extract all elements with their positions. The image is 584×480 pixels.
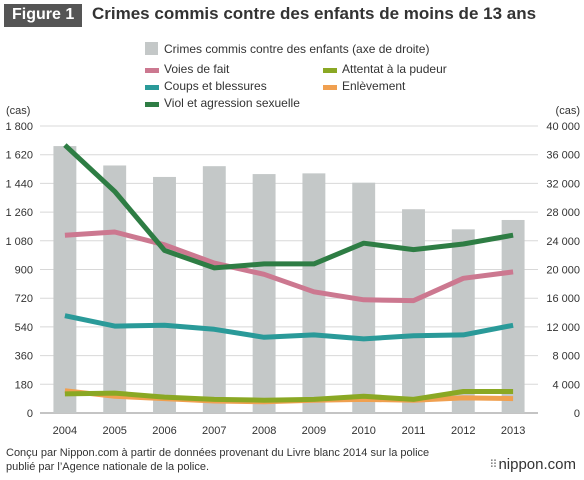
left-axis-label: (cas) bbox=[6, 105, 30, 117]
bar-crimes-2007 bbox=[202, 166, 226, 413]
legend-bar-label: Crimes commis contre des enfants (axe de… bbox=[164, 42, 429, 56]
brand-logo: ⠿ nippon.com bbox=[489, 456, 576, 473]
line-viol-et-agression-sexuelle bbox=[63, 143, 514, 271]
x-tick-label: 2008 bbox=[252, 425, 276, 437]
line-voies-de-fait bbox=[64, 229, 514, 304]
x-tick-label: 2004 bbox=[53, 425, 77, 437]
left-tick-label: 360 bbox=[15, 351, 33, 363]
bar-crimes-2011 bbox=[402, 209, 425, 413]
left-tick-label: 1 260 bbox=[5, 207, 33, 219]
left-tick-label: 1 800 bbox=[5, 121, 33, 133]
legend-label: Attentat à la pudeur bbox=[342, 62, 447, 76]
legend-bar-swatch bbox=[145, 42, 158, 55]
legend-label: Coups et blessures bbox=[164, 79, 267, 93]
brand-dots-icon: ⠿ bbox=[489, 459, 497, 471]
x-tick-label: 2011 bbox=[402, 425, 426, 437]
left-tick-label: 1 620 bbox=[5, 150, 33, 162]
line-coups-et-blessures bbox=[64, 313, 514, 342]
x-tick-label: 2012 bbox=[451, 425, 475, 437]
brand-name: nippon.com bbox=[498, 456, 576, 473]
x-tick-label: 2006 bbox=[152, 425, 176, 437]
legend-swatch bbox=[145, 85, 159, 90]
x-tick-label: 2005 bbox=[102, 425, 126, 437]
right-tick-label: 16 000 bbox=[546, 293, 580, 305]
chart-header: Figure 1 Crimes commis contre des enfant… bbox=[0, 0, 584, 32]
chart-title: Crimes commis contre des enfants de moin… bbox=[92, 4, 537, 23]
bar-crimes-2008 bbox=[252, 174, 276, 413]
x-tick-label: 2010 bbox=[351, 425, 375, 437]
legend-swatch bbox=[323, 68, 337, 73]
figure-badge: Figure 1 bbox=[4, 4, 83, 27]
left-tick-label: 540 bbox=[15, 322, 33, 334]
right-tick-label: 0 bbox=[574, 408, 580, 420]
legend-label: Viol et agression sexuelle bbox=[164, 96, 300, 110]
right-tick-label: 36 000 bbox=[546, 150, 580, 162]
left-tick-label: 1 440 bbox=[5, 178, 33, 190]
legend-label: Enlèvement bbox=[342, 79, 406, 93]
left-tick-label: 180 bbox=[15, 379, 33, 391]
right-tick-label: 32 000 bbox=[546, 178, 580, 190]
source-note: Conçu par Nippon.com à partir de données… bbox=[6, 447, 430, 473]
legend-swatch bbox=[145, 68, 159, 73]
right-tick-label: 28 000 bbox=[546, 207, 580, 219]
right-tick-label: 20 000 bbox=[546, 265, 580, 277]
x-tick-label: 2009 bbox=[302, 425, 326, 437]
left-tick-label: 1 080 bbox=[5, 236, 33, 248]
bar-crimes-2006 bbox=[153, 176, 176, 413]
legend-swatch bbox=[323, 85, 337, 90]
bar-crimes-2013 bbox=[501, 219, 525, 413]
right-tick-label: 40 000 bbox=[546, 121, 580, 133]
right-tick-label: 24 000 bbox=[546, 236, 580, 248]
bar-crimes-2004 bbox=[53, 146, 77, 413]
bar-crimes-2012 bbox=[451, 229, 475, 413]
line-attentat-la-pudeur bbox=[64, 389, 514, 403]
x-tick-label: 2013 bbox=[501, 425, 525, 437]
legend-swatch bbox=[145, 102, 159, 107]
legend-label: Voies de fait bbox=[164, 62, 230, 76]
right-tick-label: 8 000 bbox=[552, 351, 580, 363]
left-tick-label: 900 bbox=[15, 265, 33, 277]
left-tick-label: 720 bbox=[15, 293, 33, 305]
bar-crimes-2005 bbox=[103, 165, 127, 413]
left-tick-label: 0 bbox=[27, 408, 33, 420]
right-tick-label: 12 000 bbox=[546, 322, 580, 334]
right-tick-label: 4 000 bbox=[552, 379, 580, 391]
right-axis-label: (cas) bbox=[556, 105, 580, 117]
x-tick-label: 2007 bbox=[202, 425, 226, 437]
